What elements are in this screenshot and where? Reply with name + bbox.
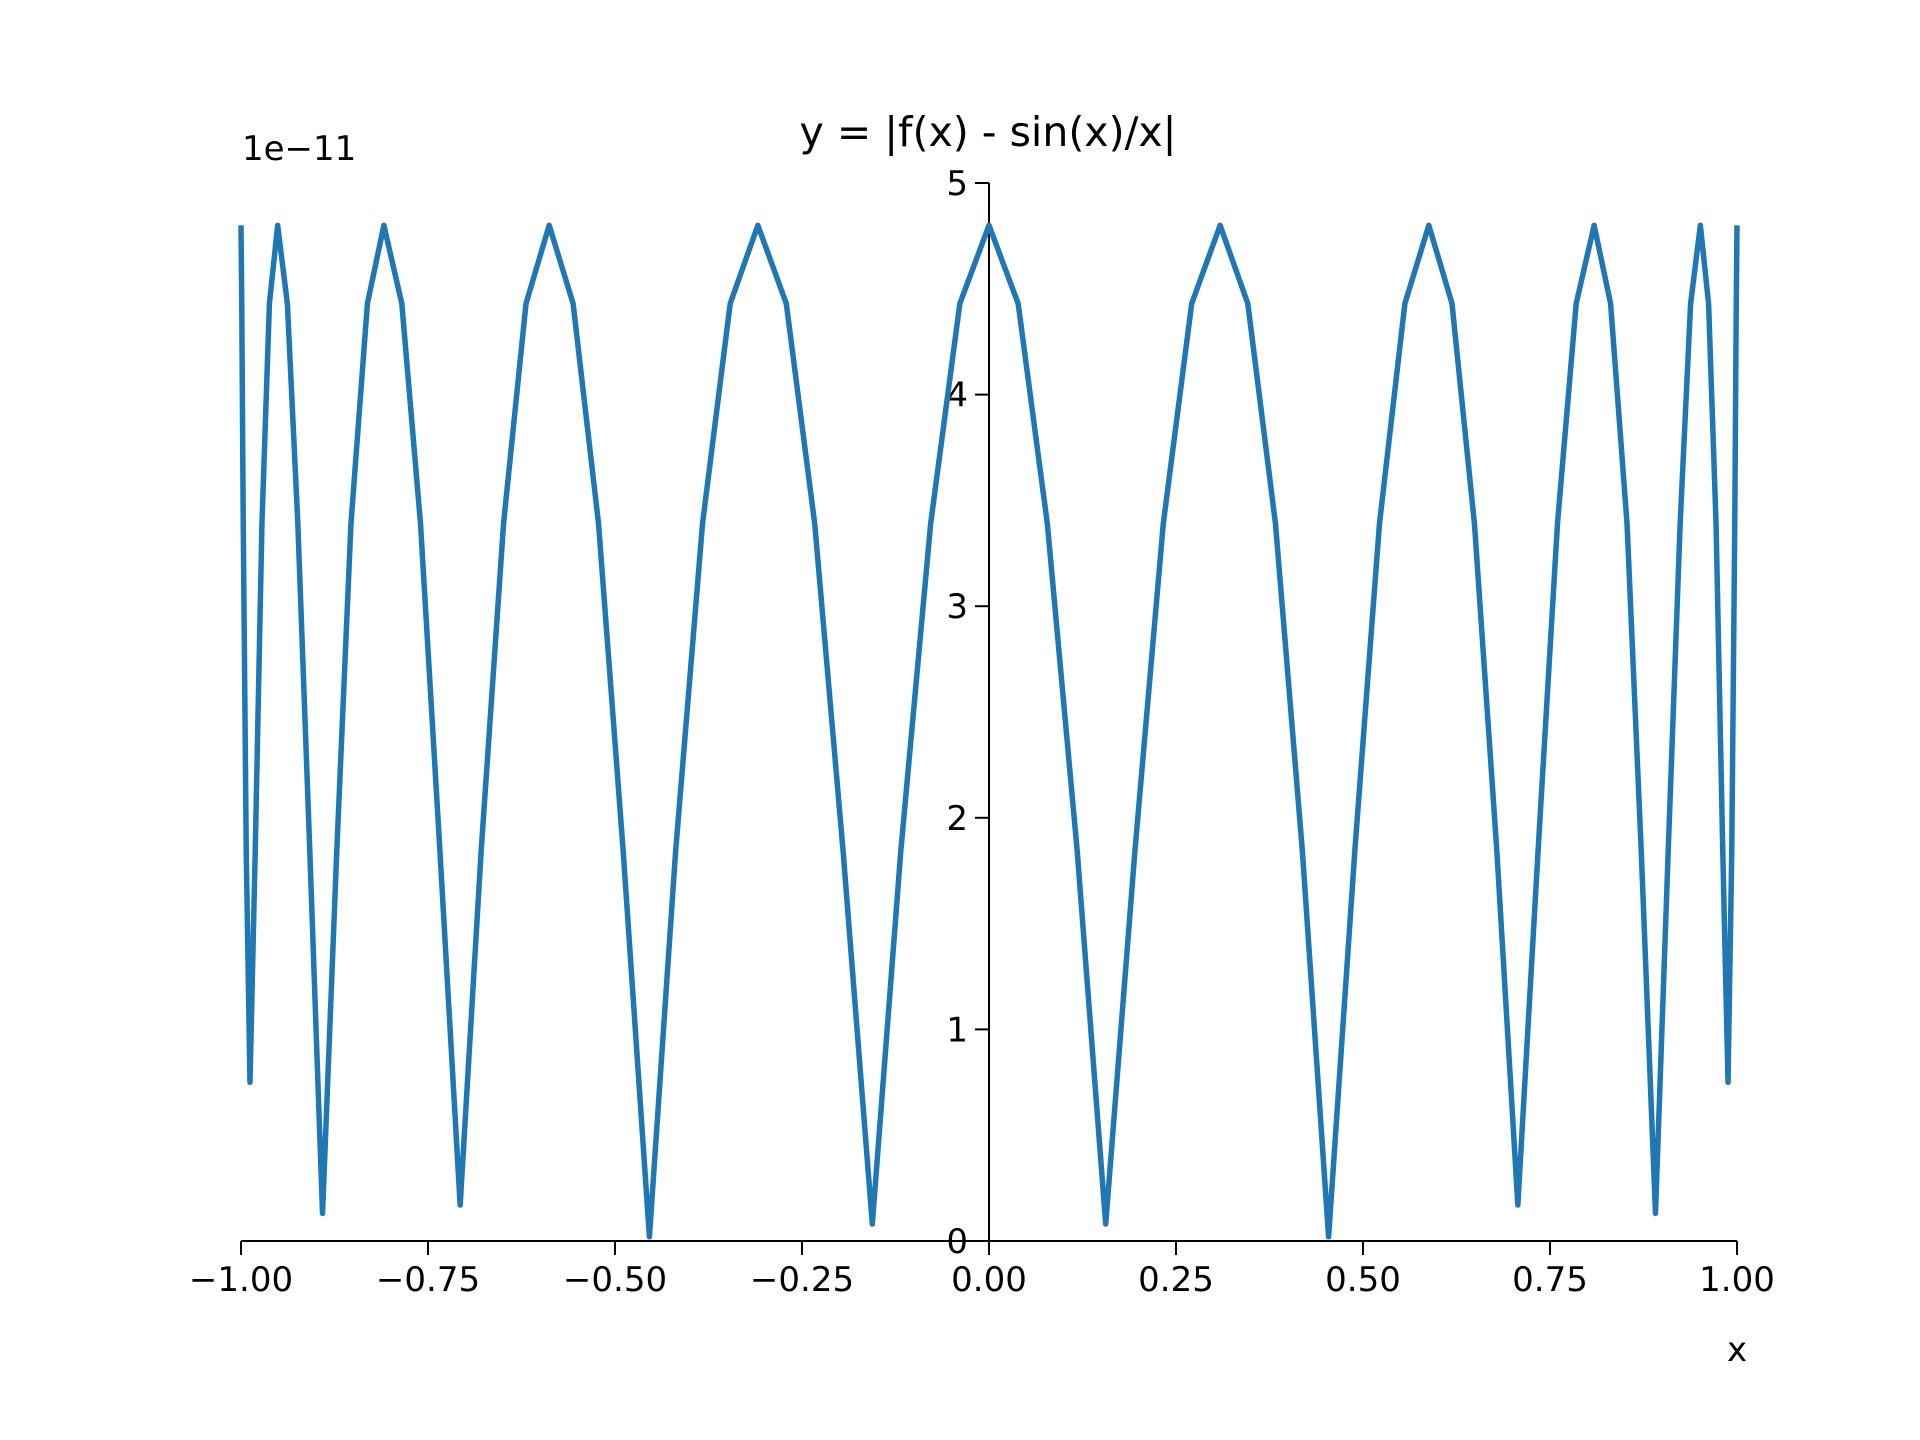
y-tick-label: 2 [946, 799, 968, 839]
y-tick-label: 4 [946, 376, 968, 416]
data-line [238, 222, 1740, 1240]
y-tick-label: 0 [946, 1222, 968, 1262]
y-tick-label: 3 [946, 587, 968, 627]
x-axis-label: x [1727, 1330, 1747, 1370]
x-tick-label: 0.00 [951, 1260, 1027, 1300]
x-tick-label: 0.25 [1138, 1260, 1214, 1300]
x-tick-label: −0.50 [563, 1260, 667, 1300]
x-tick-label: 1.00 [1699, 1260, 1775, 1300]
y-tick-label: 1 [946, 1010, 968, 1050]
y-tick-label: 5 [946, 164, 968, 204]
x-tick-label: 0.50 [1325, 1260, 1401, 1300]
x-tick-label: 0.75 [1512, 1260, 1588, 1300]
chart-title: y = |f(x) - sin(x)/x| [800, 108, 1177, 156]
x-tick-label: −1.00 [189, 1260, 293, 1300]
x-tick-label: −0.75 [376, 1260, 480, 1300]
x-tick-label: −0.25 [750, 1260, 854, 1300]
y-offset-label: 1e−11 [242, 129, 356, 169]
